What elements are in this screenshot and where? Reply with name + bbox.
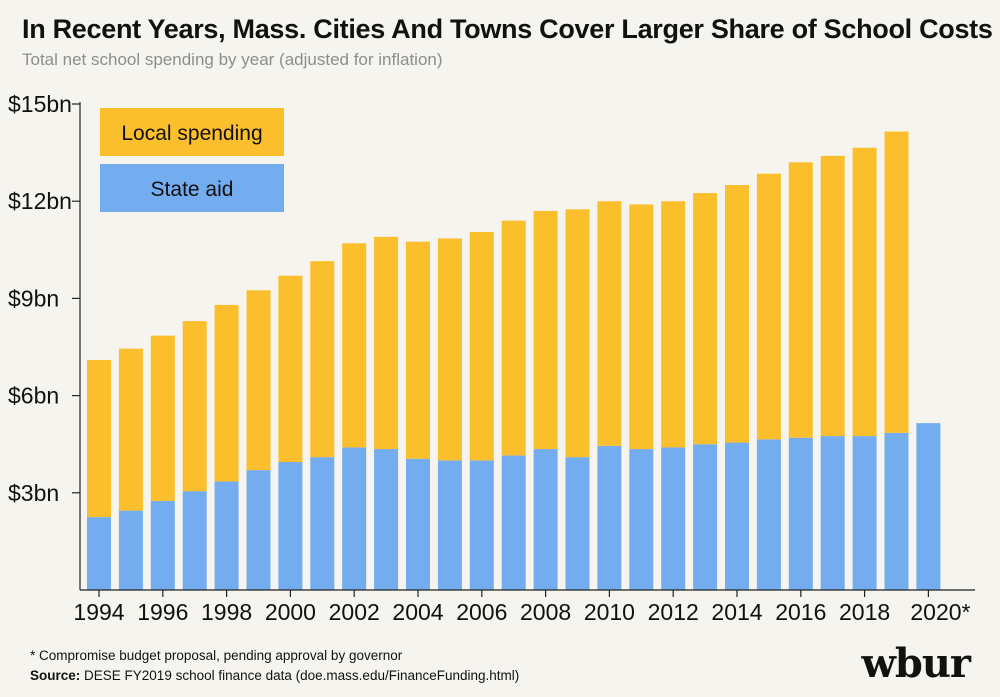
bar-local-spending-2014 <box>725 185 749 443</box>
x-tick-label: 1994 <box>73 599 124 625</box>
bar-local-spending-2008 <box>533 210 558 450</box>
bar-state-aid-2011 <box>629 449 654 590</box>
bar-state-aid-2007 <box>501 455 526 590</box>
bar-state-aid-1998 <box>214 481 239 590</box>
bar-local-spending-2017 <box>820 155 845 437</box>
bar-local-spending-2007 <box>501 220 526 456</box>
bar-state-aid-2001 <box>310 457 335 590</box>
chart-title: In Recent Years, Mass. Cities And Towns … <box>22 14 993 44</box>
bar-state-aid-2002 <box>342 447 367 590</box>
bar-local-spending-2002 <box>342 243 367 448</box>
legend-label-local: Local spending <box>121 122 262 145</box>
bar-local-spending-2015 <box>756 173 781 440</box>
x-tick-label: 2014 <box>711 599 762 625</box>
x-tick-label: 2016 <box>775 599 826 625</box>
x-axis-ticks: 1994 1996 1998 2000 2002 2004 2006 2008 2010 2012… <box>73 590 971 625</box>
footnote: * Compromise budget proposal, pending ap… <box>30 648 403 663</box>
bar-local-spending-2013 <box>693 193 718 445</box>
x-tick-label: 2018 <box>839 599 890 625</box>
x-tick-label: 2004 <box>392 599 443 625</box>
source-label: Source: <box>30 668 81 683</box>
x-tick-label: 2008 <box>520 599 571 625</box>
bar-local-spending-2003 <box>374 236 399 450</box>
x-tick-label: 1996 <box>137 599 188 625</box>
bar-local-spending-2018 <box>852 147 877 437</box>
source-line: Source: DESE FY2019 school finance data … <box>30 668 519 683</box>
bar-state-aid-2017 <box>820 436 845 590</box>
bar-local-spending-2010 <box>597 201 622 446</box>
bar-state-aid-2015 <box>756 439 781 590</box>
legend: Local spending State aid <box>100 108 284 212</box>
source-text: DESE FY2019 school finance data (doe.mas… <box>84 668 520 683</box>
stacked-bar-chart: $3bn $6bn $9bn $12bn $15bn 1994 1996 1998 2000 2… <box>8 91 975 625</box>
y-tick-label: $6bn <box>8 383 59 409</box>
y-tick-label: $12bn <box>8 188 72 214</box>
wbur-logo: wbur <box>861 640 971 687</box>
bar-local-spending-2005 <box>437 238 462 461</box>
bar-state-aid-1997 <box>182 491 207 590</box>
x-tick-label: 2020* <box>910 599 970 625</box>
bar-local-spending-2016 <box>788 162 813 438</box>
y-tick-label: $9bn <box>8 285 59 311</box>
x-tick-label: 2010 <box>584 599 635 625</box>
legend-swatch-local <box>100 108 284 156</box>
bar-local-spending-2011 <box>629 204 654 450</box>
bar-state-aid-2009 <box>565 457 590 590</box>
bar-state-aid-2000 <box>278 462 303 590</box>
bar-state-aid-1995 <box>118 510 143 590</box>
x-tick-label: 2006 <box>456 599 507 625</box>
bar-local-spending-2012 <box>661 201 686 448</box>
bar-state-aid-1996 <box>150 500 175 590</box>
y-tick-label: $3bn <box>8 480 59 506</box>
bar-state-aid-1994 <box>87 517 111 590</box>
bar-state-aid-2005 <box>437 460 462 590</box>
bar-state-aid-2003 <box>374 449 399 590</box>
y-tick-label: $15bn <box>8 91 72 117</box>
bar-local-spending-1998 <box>214 304 239 482</box>
bar-state-aid-2004 <box>406 458 430 590</box>
bar-local-spending-2009 <box>565 209 590 458</box>
bar-state-aid-2014 <box>725 442 749 590</box>
bar-local-spending-1999 <box>246 290 271 471</box>
bar-state-aid-2010 <box>597 445 622 590</box>
chart-subtitle: Total net school spending by year (adjus… <box>22 50 443 69</box>
bar-state-aid-2019 <box>884 432 909 590</box>
x-tick-label: 1998 <box>201 599 252 625</box>
bar-state-aid-2006 <box>469 460 494 590</box>
bar-state-aid-2016 <box>788 437 813 590</box>
bar-state-aid-2018 <box>852 436 877 590</box>
bar-local-spending-1995 <box>118 348 143 511</box>
bar-local-spending-2000 <box>278 275 303 463</box>
bar-local-spending-1994 <box>87 359 111 518</box>
y-axis-ticks: $3bn $6bn $9bn $12bn $15bn <box>8 91 80 506</box>
bars-group <box>87 131 941 590</box>
bar-state-aid-2020 <box>916 423 941 590</box>
bar-state-aid-1999 <box>246 470 271 590</box>
bar-state-aid-2013 <box>693 444 718 590</box>
bar-local-spending-1996 <box>150 335 175 501</box>
bar-state-aid-2008 <box>533 449 558 590</box>
legend-label-state: State aid <box>151 178 234 201</box>
bar-local-spending-1997 <box>182 321 207 492</box>
bar-local-spending-2004 <box>406 241 430 459</box>
x-tick-label: 2000 <box>265 599 316 625</box>
x-tick-label: 2012 <box>648 599 699 625</box>
bar-local-spending-2006 <box>469 231 494 461</box>
bar-local-spending-2019 <box>884 131 909 433</box>
legend-swatch-state <box>100 164 284 212</box>
x-tick-label: 2002 <box>329 599 380 625</box>
bar-local-spending-2001 <box>310 261 335 458</box>
bar-state-aid-2012 <box>661 447 686 590</box>
